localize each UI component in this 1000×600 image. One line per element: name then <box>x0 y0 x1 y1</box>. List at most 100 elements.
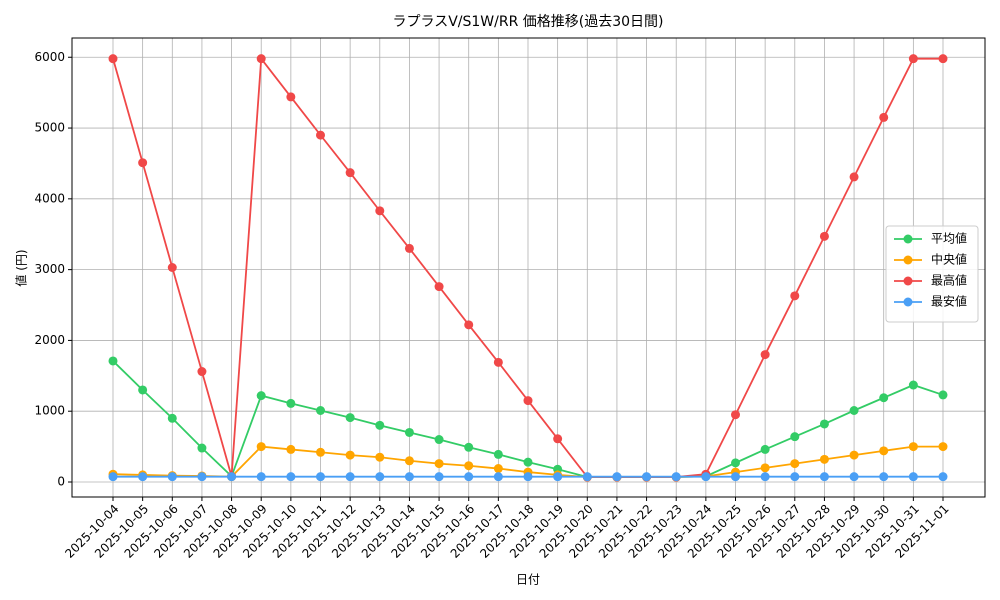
series-marker <box>819 231 829 241</box>
y-tick-label: 6000 <box>34 50 65 64</box>
series-marker <box>553 434 563 444</box>
y-tick-label: 0 <box>57 474 65 488</box>
series-marker <box>908 54 918 64</box>
series-marker <box>582 472 592 482</box>
series-marker <box>553 472 563 482</box>
x-axis-label: 日付 <box>516 573 540 587</box>
legend-marker <box>903 297 913 307</box>
series-marker <box>286 444 296 454</box>
series-marker <box>108 472 118 482</box>
series-marker <box>464 472 474 482</box>
series-marker <box>345 472 355 482</box>
series-marker <box>256 54 266 64</box>
legend-label: 最高値 <box>931 273 967 288</box>
y-tick-label: 4000 <box>34 191 65 205</box>
series-marker <box>493 464 503 474</box>
chart-title: ラプラスV/S1W/RR 価格推移(過去30日間) <box>392 14 663 30</box>
series-marker <box>493 472 503 482</box>
series-marker <box>879 112 889 122</box>
series-marker <box>316 130 325 140</box>
series-marker <box>790 472 800 482</box>
series-marker <box>879 446 889 456</box>
series-marker <box>256 391 266 401</box>
series-marker <box>760 472 770 482</box>
series-marker <box>938 390 948 400</box>
series-marker <box>731 472 740 482</box>
series-marker <box>849 472 859 482</box>
legend-marker <box>903 255 913 265</box>
series-marker <box>819 472 829 482</box>
series-marker <box>286 398 296 408</box>
y-tick-label: 1000 <box>34 404 65 418</box>
series-marker <box>760 350 770 360</box>
series-marker <box>908 472 918 482</box>
series-marker <box>434 282 444 292</box>
series-marker <box>108 54 118 64</box>
y-tick-label: 2000 <box>34 333 65 347</box>
series-marker <box>167 263 177 272</box>
series-marker <box>138 385 148 395</box>
series-marker <box>464 442 474 452</box>
series-marker <box>612 472 622 482</box>
series-marker <box>790 291 800 301</box>
series-marker <box>108 356 118 366</box>
series-marker <box>849 405 859 415</box>
series-marker <box>819 419 829 429</box>
series-marker <box>760 463 770 473</box>
series-marker <box>375 452 385 462</box>
series-marker <box>375 206 385 216</box>
legend-label: 中央値 <box>931 252 967 267</box>
series-marker <box>227 472 237 482</box>
y-tick-label: 3000 <box>34 262 65 276</box>
legend-label: 平均値 <box>931 231 967 246</box>
series-marker <box>849 450 859 460</box>
series-marker <box>938 472 948 482</box>
series-marker <box>197 472 207 482</box>
series-marker <box>701 472 711 482</box>
y-axis-label: 値 (円) <box>14 249 29 286</box>
series-marker <box>375 472 385 482</box>
series-marker <box>849 172 859 182</box>
series-marker <box>434 472 444 482</box>
series-marker <box>790 432 800 442</box>
legend-marker <box>903 234 913 244</box>
series-marker <box>464 320 474 330</box>
series-marker <box>197 443 207 453</box>
plot-frame <box>71 37 986 498</box>
series-marker <box>760 444 770 454</box>
series-marker <box>434 459 444 469</box>
series-marker <box>404 427 414 437</box>
legend-label: 最安値 <box>931 294 967 309</box>
series-marker <box>642 472 652 482</box>
series-marker <box>819 454 829 464</box>
series-marker <box>731 410 740 420</box>
series-marker <box>345 168 355 178</box>
series-marker <box>316 472 325 482</box>
series-marker <box>879 393 889 403</box>
series-marker <box>523 472 533 482</box>
series-marker <box>523 457 533 467</box>
series-marker <box>731 458 740 468</box>
series-marker <box>464 461 474 471</box>
legend-marker <box>903 276 913 286</box>
series-marker <box>286 92 296 102</box>
series-marker <box>404 456 414 466</box>
series-marker <box>138 472 148 482</box>
series-marker <box>345 450 355 460</box>
series-marker <box>523 396 533 406</box>
series-marker <box>908 442 918 452</box>
y-tick-label: 5000 <box>34 121 65 135</box>
series-marker <box>938 442 948 452</box>
series-marker <box>345 413 355 423</box>
series-marker <box>316 405 325 415</box>
series-marker <box>404 472 414 482</box>
series-marker <box>908 380 918 390</box>
series-marker <box>375 420 385 430</box>
series-marker <box>493 449 503 459</box>
series-marker <box>167 413 177 423</box>
series-marker <box>167 472 177 482</box>
series-marker <box>256 472 266 482</box>
series-marker <box>256 442 266 452</box>
